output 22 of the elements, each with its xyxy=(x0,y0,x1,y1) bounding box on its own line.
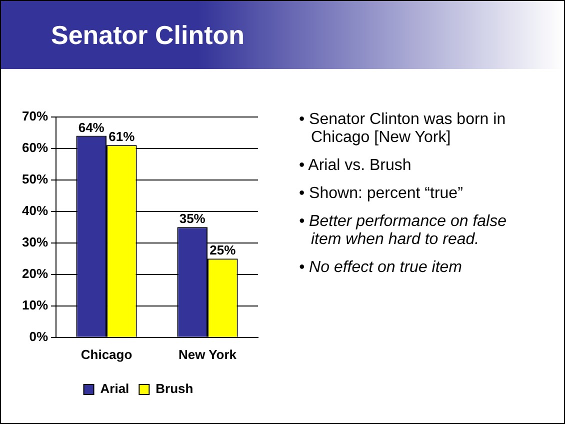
text: • Better performance on false item when hard to read. xyxy=(299,213,508,249)
text: • Shown: percent “true” xyxy=(299,185,464,203)
y-tick-label: 50% xyxy=(22,171,48,186)
data-label: 61% xyxy=(108,129,136,144)
x-tick-label: Chicago xyxy=(80,346,132,362)
y-tick-label: 60% xyxy=(22,140,48,155)
text: • Senator Clinton was born in Chicago [New York] xyxy=(299,111,507,147)
y-tick-label: 20% xyxy=(22,266,48,281)
text: • No effect on true item xyxy=(299,259,464,277)
data-label: 64% xyxy=(78,120,105,135)
y-tick-label: 40% xyxy=(22,202,48,218)
legend-label: Arial xyxy=(100,381,130,396)
legend-label: Brush xyxy=(156,381,194,396)
y-tick-label: 0% xyxy=(29,328,48,344)
chart-title: Senator Clinton xyxy=(51,20,245,50)
data-label: 35% xyxy=(179,211,206,226)
text: • Arial vs. Brush xyxy=(299,157,412,175)
y-tick-label: 10% xyxy=(22,297,48,312)
data-label: 25% xyxy=(210,242,236,258)
x-tick-label: New York xyxy=(178,346,238,362)
y-tick-label: 70% xyxy=(22,108,48,124)
y-tick-label: 30% xyxy=(22,234,48,250)
